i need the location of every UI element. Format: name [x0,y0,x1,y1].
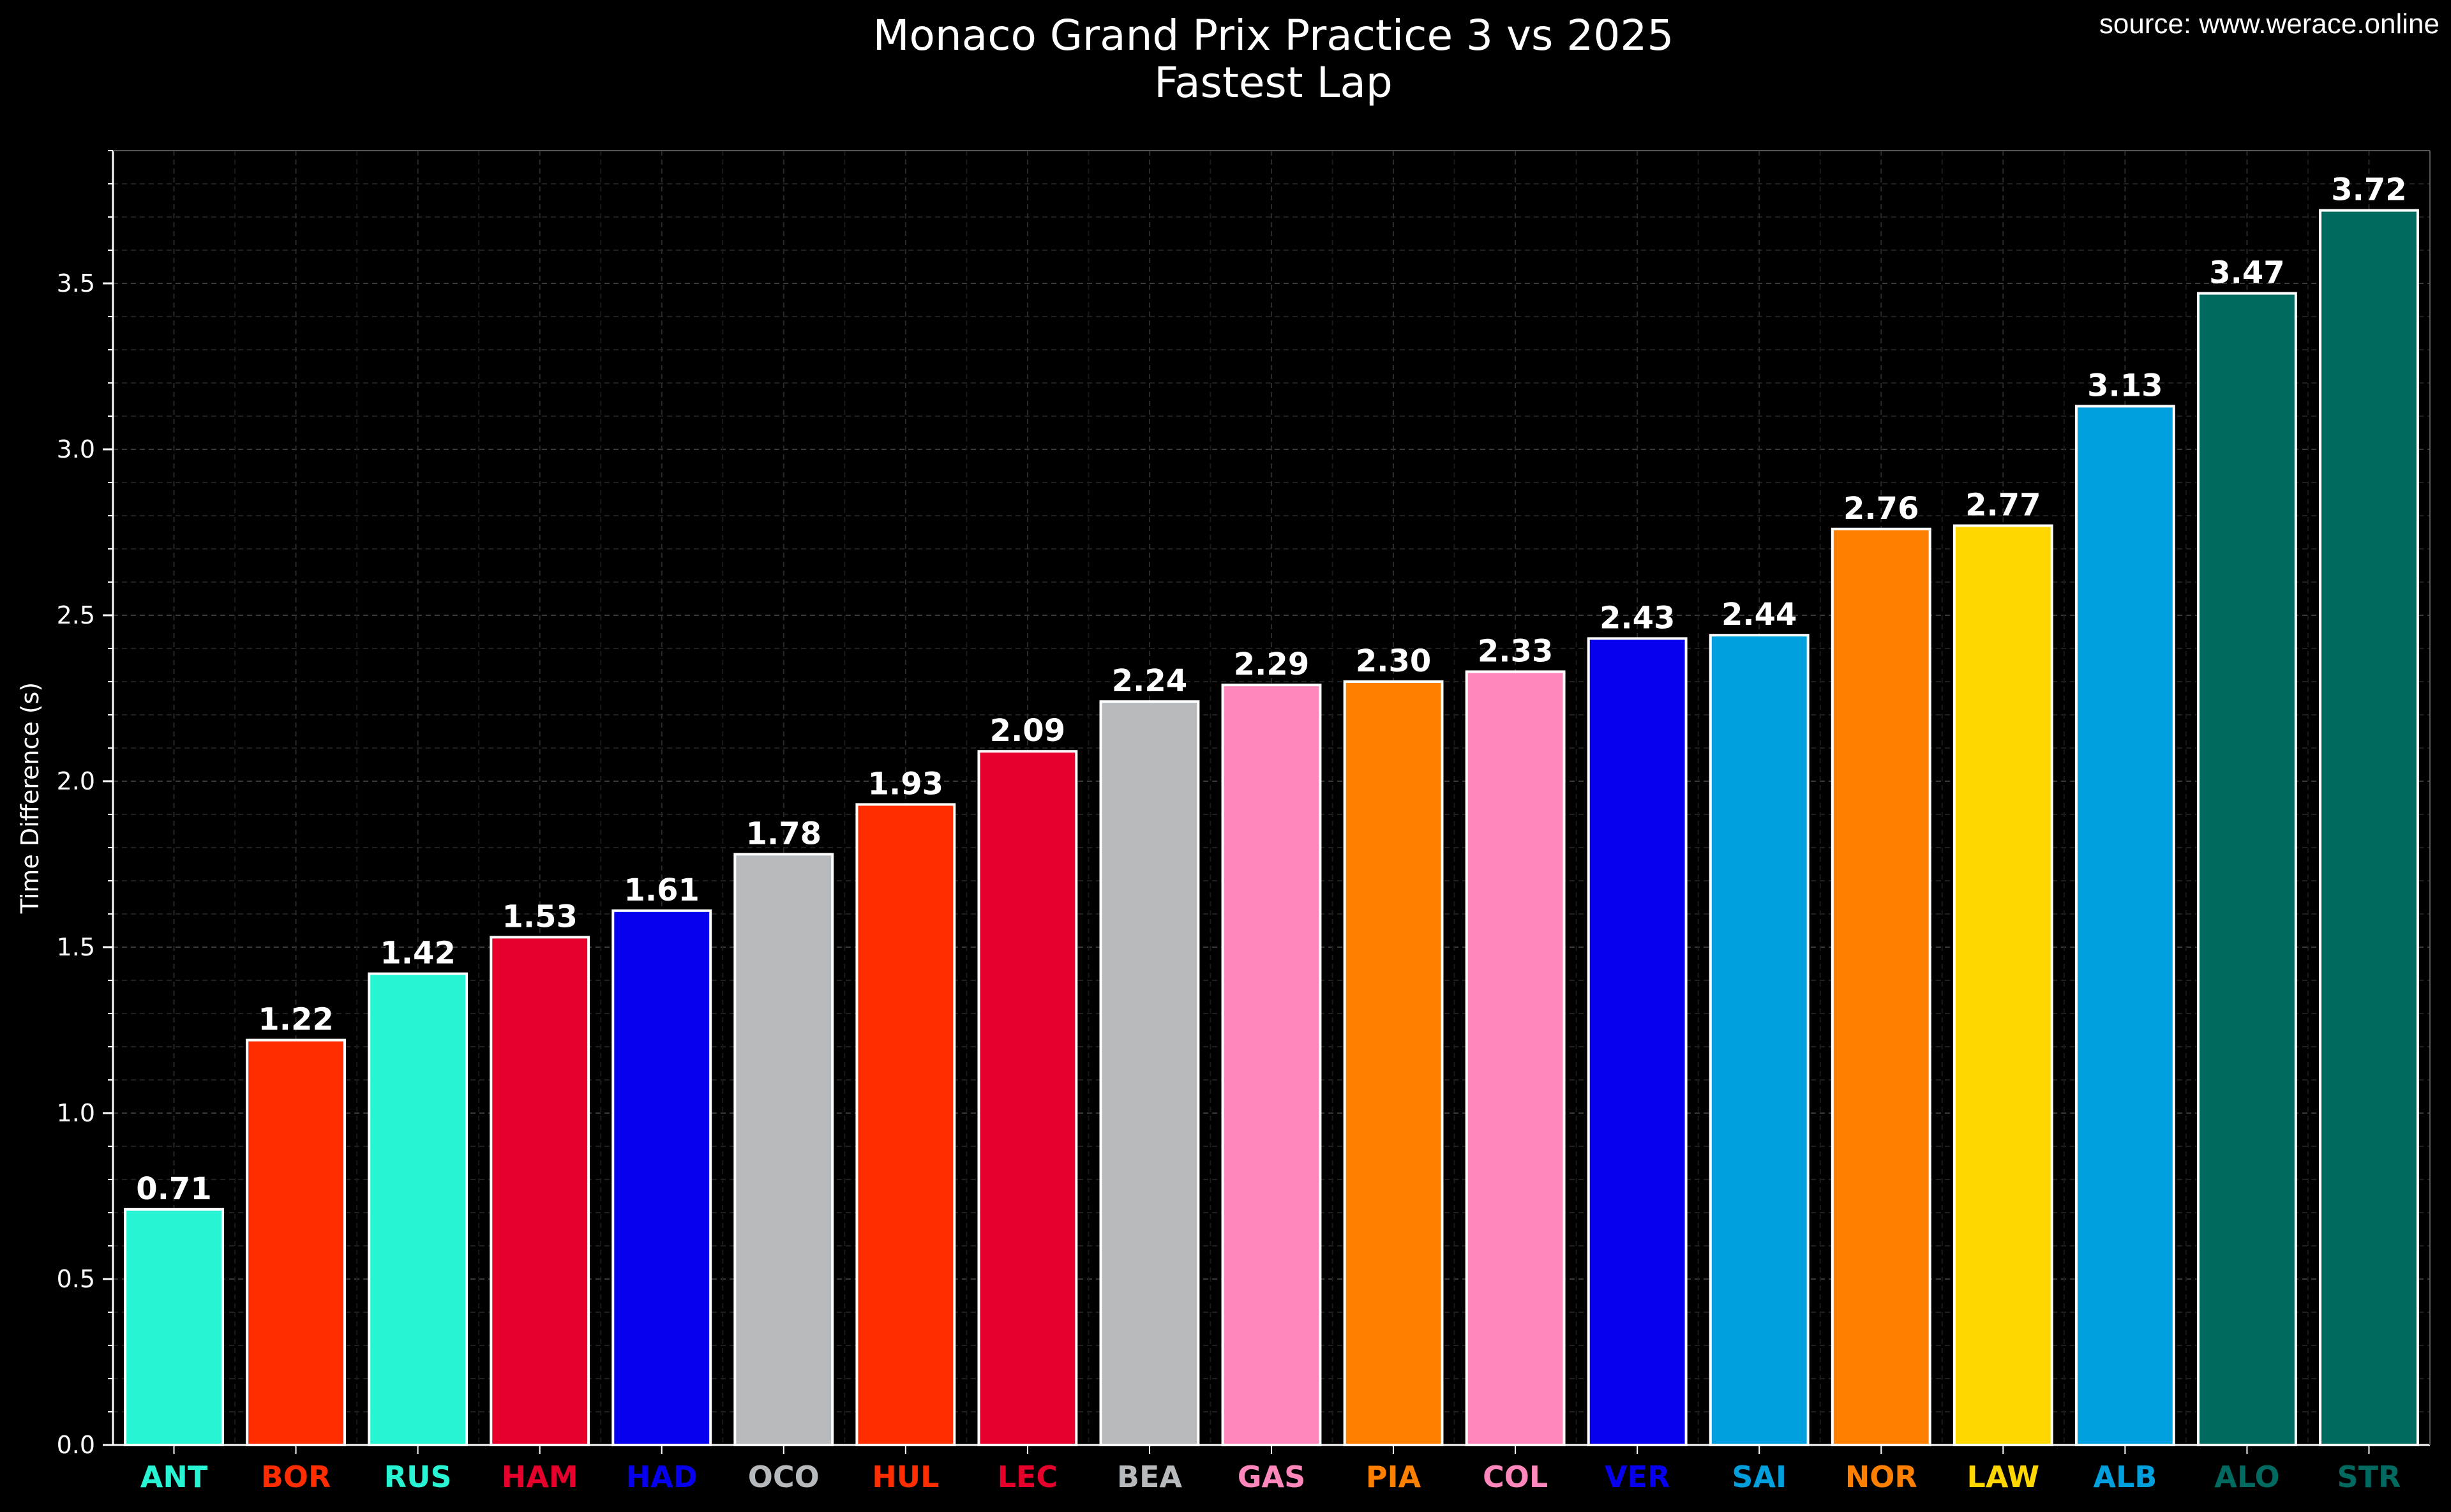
value-label: 3.13 [2087,368,2162,403]
value-label: 1.93 [868,766,943,802]
y-tick-label: 0.5 [57,1265,95,1293]
value-label: 1.22 [258,1002,333,1038]
value-label: 2.76 [1843,491,1919,527]
x-tick-label: SAI [1732,1460,1787,1494]
value-label: 2.09 [990,713,1065,749]
y-tick-label: 3.0 [57,435,95,463]
x-tick-label: OCO [748,1460,820,1494]
bar-bor [246,1038,346,1446]
value-label: 2.33 [1478,633,1553,669]
value-label: 2.30 [1356,643,1431,679]
value-label: 1.53 [502,899,577,934]
y-tick-label: 3.5 [57,269,95,297]
x-tick-label: ANT [140,1460,208,1494]
value-label: 3.72 [2331,172,2406,208]
bar-gas [1221,684,1322,1446]
value-label: 1.78 [746,816,821,851]
value-label: 2.43 [1600,600,1675,636]
chart-subtitle: Fastest Lap [1154,58,1393,107]
y-tick-label: 1.0 [57,1099,95,1127]
x-tick-label: GAS [1238,1460,1306,1494]
bar-sai [1709,634,1810,1447]
source-label: source: www.werace.online [2099,8,2440,40]
value-label: 2.24 [1112,663,1187,699]
bar-had [611,909,712,1447]
value-label: 3.47 [2209,255,2284,291]
bar-pia [1343,680,1444,1446]
x-tick-label: BOR [261,1460,331,1494]
bar-ant [124,1208,224,1447]
value-label: 1.42 [380,936,455,971]
y-tick-label: 2.0 [57,767,95,795]
value-label: 0.71 [136,1171,211,1207]
value-label: 2.77 [1965,488,2041,523]
x-tick-label: ALB [2093,1460,2157,1494]
bar-law [1953,524,2053,1446]
y-tick-label: 1.5 [57,933,95,961]
x-tick-label: HUL [872,1460,939,1494]
x-tick-label: LAW [1967,1460,2040,1494]
y-tick-label: 2.5 [57,601,95,629]
bar-alb [2074,405,2175,1446]
bar-nor [1831,527,1931,1446]
x-tick-label: BEA [1117,1460,1182,1494]
y-axis-label: Time Difference (s) [16,682,44,915]
x-tick-label: RUS [384,1460,452,1494]
x-tick-label: VER [1605,1460,1670,1494]
bar-col [1465,670,1566,1446]
bar-hul [855,803,956,1446]
x-tick-label: ALO [2214,1460,2279,1494]
bar-oco [733,853,834,1446]
value-label: 2.29 [1234,647,1309,682]
x-tick-label: PIA [1366,1460,1421,1494]
chart-title: Monaco Grand Prix Practice 3 vs 2025 [873,11,1674,60]
x-tick-label: COL [1483,1460,1548,1494]
x-tick-label: STR [2337,1460,2401,1494]
bar-bea [1099,700,1200,1446]
x-tick-label: LEC [998,1460,1058,1494]
bar-rus [368,972,468,1446]
bar-ver [1587,637,1688,1446]
x-tick-label: HAM [502,1460,578,1494]
bar-alo [2197,292,2297,1447]
bar-lec [977,750,1078,1446]
plot-area: 0.71 ANT 1.22 BOR 1.42 RUS 1.53 HAM 1.61 HAD 1.78 O… [57,150,2431,1494]
value-label: 1.61 [624,872,700,908]
x-tick-label: NOR [1845,1460,1917,1494]
y-tick-label: 0.0 [57,1431,95,1459]
bar-str [2319,209,2419,1447]
x-tick-label: HAD [626,1460,698,1494]
bar-ham [490,936,590,1446]
value-label: 2.44 [1721,597,1797,632]
